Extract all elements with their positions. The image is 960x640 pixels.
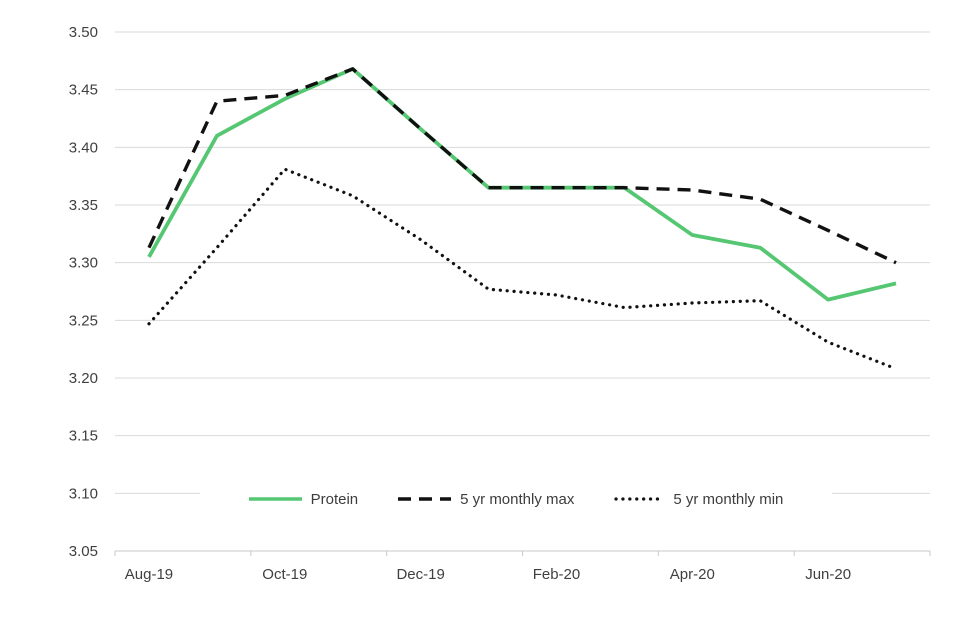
svg-text:3.35: 3.35 [69,197,98,214]
svg-text:Apr-20: Apr-20 [670,566,715,583]
svg-text:3.15: 3.15 [69,428,98,445]
svg-text:3.45: 3.45 [69,82,98,99]
legend-item-min: 5 yr monthly min [614,491,783,508]
svg-text:3.50: 3.50 [69,24,98,41]
svg-text:Jun-20: Jun-20 [805,566,851,583]
legend-item-protein: Protein [248,490,359,508]
dashed-line-icon [398,497,452,501]
protein-line-icon [248,497,302,501]
svg-text:Dec-19: Dec-19 [396,566,444,583]
svg-text:3.30: 3.30 [69,255,98,272]
svg-text:Aug-19: Aug-19 [125,566,173,583]
svg-text:3.40: 3.40 [69,139,98,156]
svg-text:3.25: 3.25 [69,312,98,329]
svg-text:Oct-19: Oct-19 [262,566,307,583]
legend-label-min: 5 yr monthly min [673,490,784,508]
svg-text:3.10: 3.10 [69,485,98,502]
svg-text:3.05: 3.05 [69,543,98,560]
svg-text:3.20: 3.20 [69,370,98,387]
chart-legend: Protein 5 yr monthly max 5 yr monthly mi… [200,485,832,513]
svg-text:Feb-20: Feb-20 [533,566,581,583]
legend-item-max: 5 yr monthly max [398,491,574,508]
legend-label-protein: Protein [310,490,359,508]
dotted-line-icon [614,497,665,501]
legend-label-max: 5 yr monthly max [460,490,575,508]
